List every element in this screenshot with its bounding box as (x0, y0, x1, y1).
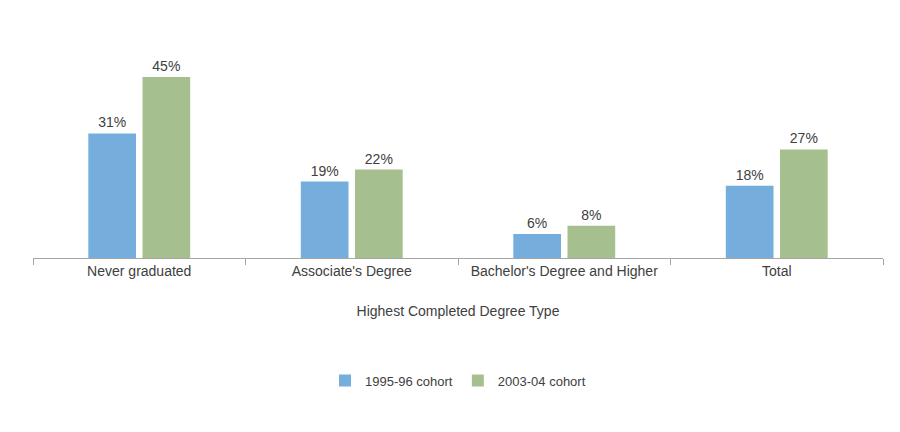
svg-text:19%: 19% (311, 163, 339, 179)
svg-text:Associate's Degree: Associate's Degree (292, 263, 412, 279)
svg-text:Bachelor's Degree and Higher: Bachelor's Degree and Higher (471, 263, 658, 279)
svg-text:Total: Total (762, 263, 792, 279)
svg-text:6%: 6% (527, 215, 547, 231)
svg-text:45%: 45% (152, 58, 180, 74)
svg-text:Never graduated: Never graduated (87, 263, 191, 279)
svg-text:22%: 22% (365, 151, 393, 167)
svg-text:31%: 31% (98, 114, 126, 130)
svg-text:8%: 8% (581, 207, 601, 223)
svg-text:27%: 27% (790, 130, 818, 146)
svg-text:18%: 18% (736, 167, 764, 183)
svg-text:Highest Completed Degree Type: Highest Completed Degree Type (357, 303, 560, 319)
svg-text:1995-96 cohort: 1995-96 cohort (365, 374, 453, 389)
svg-text:2003-04 cohort: 2003-04 cohort (498, 374, 586, 389)
